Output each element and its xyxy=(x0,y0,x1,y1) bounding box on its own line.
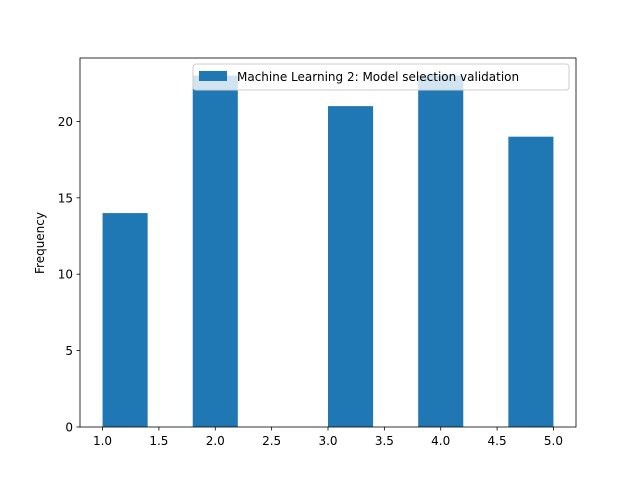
x-tick-label: 2.0 xyxy=(206,434,225,448)
y-tick-label: 5 xyxy=(65,344,73,358)
legend: Machine Learning 2: Model selection vali… xyxy=(192,63,570,91)
y-tick-label: 20 xyxy=(58,115,73,129)
histogram-bar xyxy=(328,106,374,427)
x-tick-label: 2.5 xyxy=(262,434,281,448)
x-tick-label: 5.0 xyxy=(544,434,563,448)
y-axis-label: Frequency xyxy=(33,212,47,274)
legend-box xyxy=(192,63,570,91)
histogram-bar xyxy=(102,213,148,427)
x-tick-label: 4.5 xyxy=(488,434,507,448)
y-tick-label: 15 xyxy=(58,191,73,205)
y-tick-label: 0 xyxy=(65,421,73,435)
legend-swatch xyxy=(199,71,227,81)
histogram-bar xyxy=(508,136,554,427)
legend-entry-label: Machine Learning 2: Model selection vali… xyxy=(237,70,519,84)
x-tick-label: 3.5 xyxy=(375,434,394,448)
histogram-bar xyxy=(418,75,464,427)
histogram-bar xyxy=(192,75,238,427)
y-tick-label: 10 xyxy=(58,268,73,282)
x-tick-label: 3.0 xyxy=(318,434,337,448)
axes-layer: 1.0 1.5 2.0 2.5 3.0 3.5 4.0 4.5 5.0 0 5 10 15 20 xyxy=(58,57,577,448)
x-tick-label: 1.0 xyxy=(93,434,112,448)
x-tick-label: 1.5 xyxy=(149,434,168,448)
x-tick-label: 4.0 xyxy=(431,434,450,448)
bars-layer xyxy=(102,75,554,427)
